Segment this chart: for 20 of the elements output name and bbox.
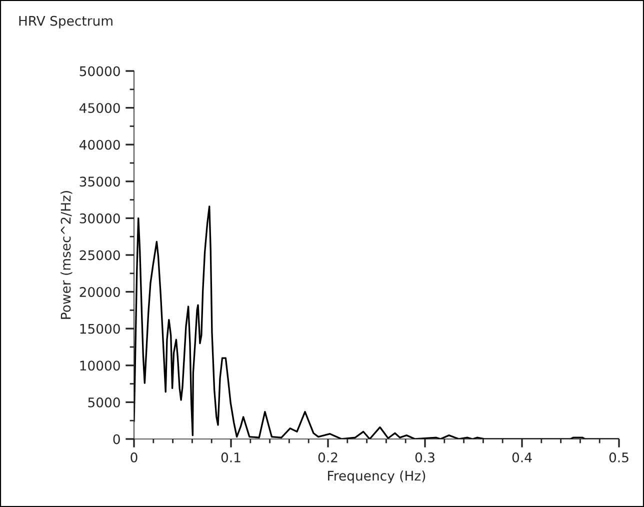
x-tick-label: 0.2 [318,452,338,462]
y-tick-label: 50000 [80,66,120,76]
y-tick-label: 0 [113,434,120,444]
y-tick-label: 20000 [80,287,120,297]
y-tick-label: 35000 [80,176,120,187]
y-tick-label: 5000 [88,397,120,408]
x-axis-title: Frequency (Hz) [328,470,426,484]
x-tick-label: 0 [130,452,138,462]
x-tick-label: 0.1 [221,452,240,462]
chart-title: HRV Spectrum [19,16,112,28]
y-axis-title: Power (msec^2/Hz) [60,191,72,319]
x-tick-label: 0.5 [609,452,628,462]
y-tick-label: 45000 [79,103,120,113]
x-tick-label: 0.3 [415,452,434,462]
y-tick-label: 15000 [80,324,120,334]
y-tick-label: 10000 [80,360,120,371]
y-tick-label: 40000 [79,140,120,150]
y-tick-label: 25000 [80,250,120,260]
y-tick-label: 30000 [80,213,120,224]
x-tick-label: 0.4 [512,452,532,462]
